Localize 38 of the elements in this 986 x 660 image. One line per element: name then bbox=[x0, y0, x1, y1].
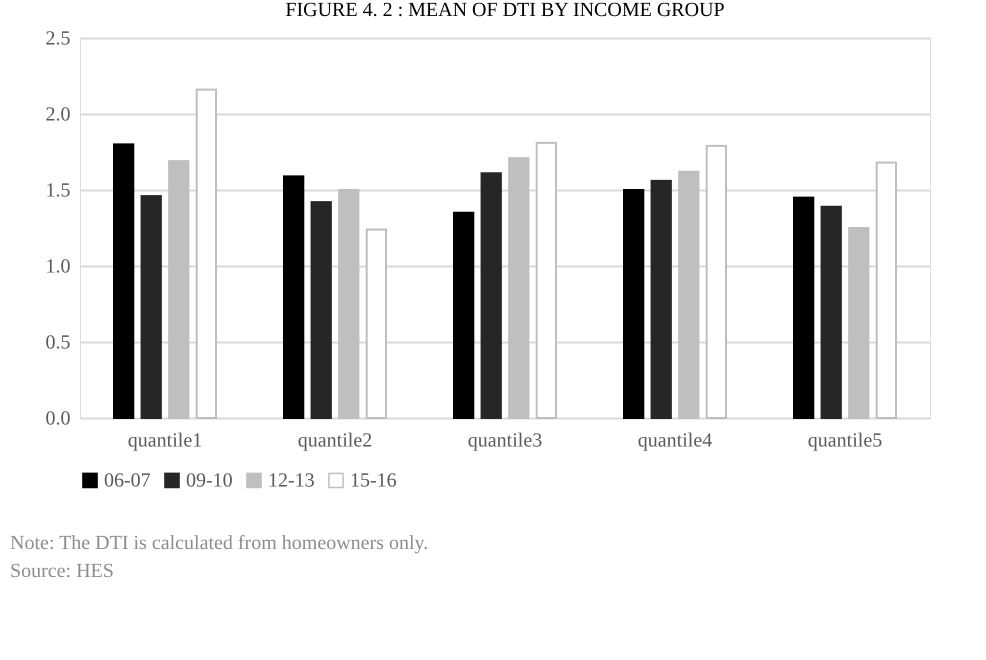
x-tick-label: quantile2 bbox=[298, 430, 372, 452]
bar bbox=[536, 142, 557, 419]
x-tick-label: quantile1 bbox=[128, 430, 202, 452]
bar bbox=[310, 201, 332, 419]
bar bbox=[706, 144, 727, 419]
x-tick-label: quantile4 bbox=[638, 430, 712, 452]
bar bbox=[480, 172, 502, 419]
chart-title: FIGURE 4. 2 : MEAN OF DTI BY INCOME GROUP bbox=[285, 0, 725, 21]
x-tick-label: quantile3 bbox=[468, 430, 542, 452]
bar bbox=[366, 228, 387, 419]
bar bbox=[793, 196, 814, 419]
bar bbox=[196, 88, 217, 419]
legend-label: 12-13 bbox=[268, 469, 315, 492]
bar bbox=[140, 195, 162, 419]
bar bbox=[650, 180, 672, 419]
bar bbox=[820, 206, 842, 419]
bar bbox=[283, 175, 304, 419]
legend-label: 09-10 bbox=[186, 469, 233, 492]
bar bbox=[508, 157, 530, 419]
y-tick-label: 0.5 bbox=[46, 332, 70, 354]
y-tick-label: 2.0 bbox=[46, 104, 70, 126]
text: Note: The DTI is calculated from homeowners only. bbox=[10, 532, 428, 554]
x-tick-label: quantile5 bbox=[808, 430, 882, 452]
bar bbox=[876, 162, 897, 419]
legend-label: 06-07 bbox=[104, 469, 151, 492]
bar bbox=[338, 189, 360, 419]
y-tick-label: 1.5 bbox=[46, 180, 70, 202]
legend-label: 15-16 bbox=[350, 469, 397, 492]
source-note: Source: HES bbox=[10, 560, 114, 582]
y-tick-label: 0.0 bbox=[46, 408, 70, 430]
bar bbox=[678, 170, 700, 419]
bar bbox=[168, 160, 190, 419]
bar bbox=[623, 189, 644, 419]
bar bbox=[113, 143, 134, 419]
y-tick-label: 1.0 bbox=[46, 256, 70, 278]
bar bbox=[453, 212, 474, 419]
y-tick-label: 2.5 bbox=[46, 28, 70, 50]
bar bbox=[848, 227, 870, 419]
